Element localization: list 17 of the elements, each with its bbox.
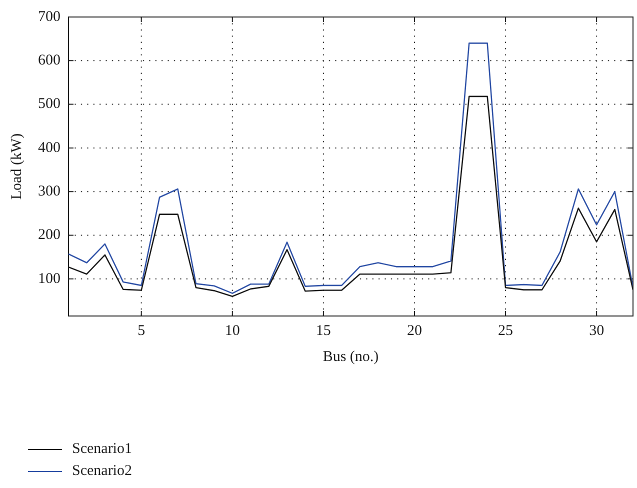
- legend-label: Scenario2: [72, 462, 132, 480]
- legend-label: Scenario1: [72, 440, 132, 458]
- y-tick-label: 200: [38, 227, 60, 244]
- y-tick-label: 400: [38, 140, 60, 156]
- x-axis-title: Bus (no.): [322, 348, 379, 365]
- x-tick-label: 30: [589, 322, 604, 339]
- y-tick-label: 600: [38, 52, 60, 69]
- x-tick-label: 5: [138, 322, 146, 339]
- x-tick-label: 20: [406, 322, 422, 339]
- x-tick-label: 15: [316, 322, 331, 339]
- y-tick-label: 100: [38, 270, 60, 287]
- y-tick-label: 300: [38, 184, 60, 200]
- y-tick-label: 700: [38, 8, 60, 25]
- x-tick-label: 25: [498, 322, 514, 339]
- x-tick-label: 10: [224, 322, 240, 339]
- y-tick-label: 500: [38, 96, 60, 112]
- y-axis-title: Load (kW): [8, 133, 25, 200]
